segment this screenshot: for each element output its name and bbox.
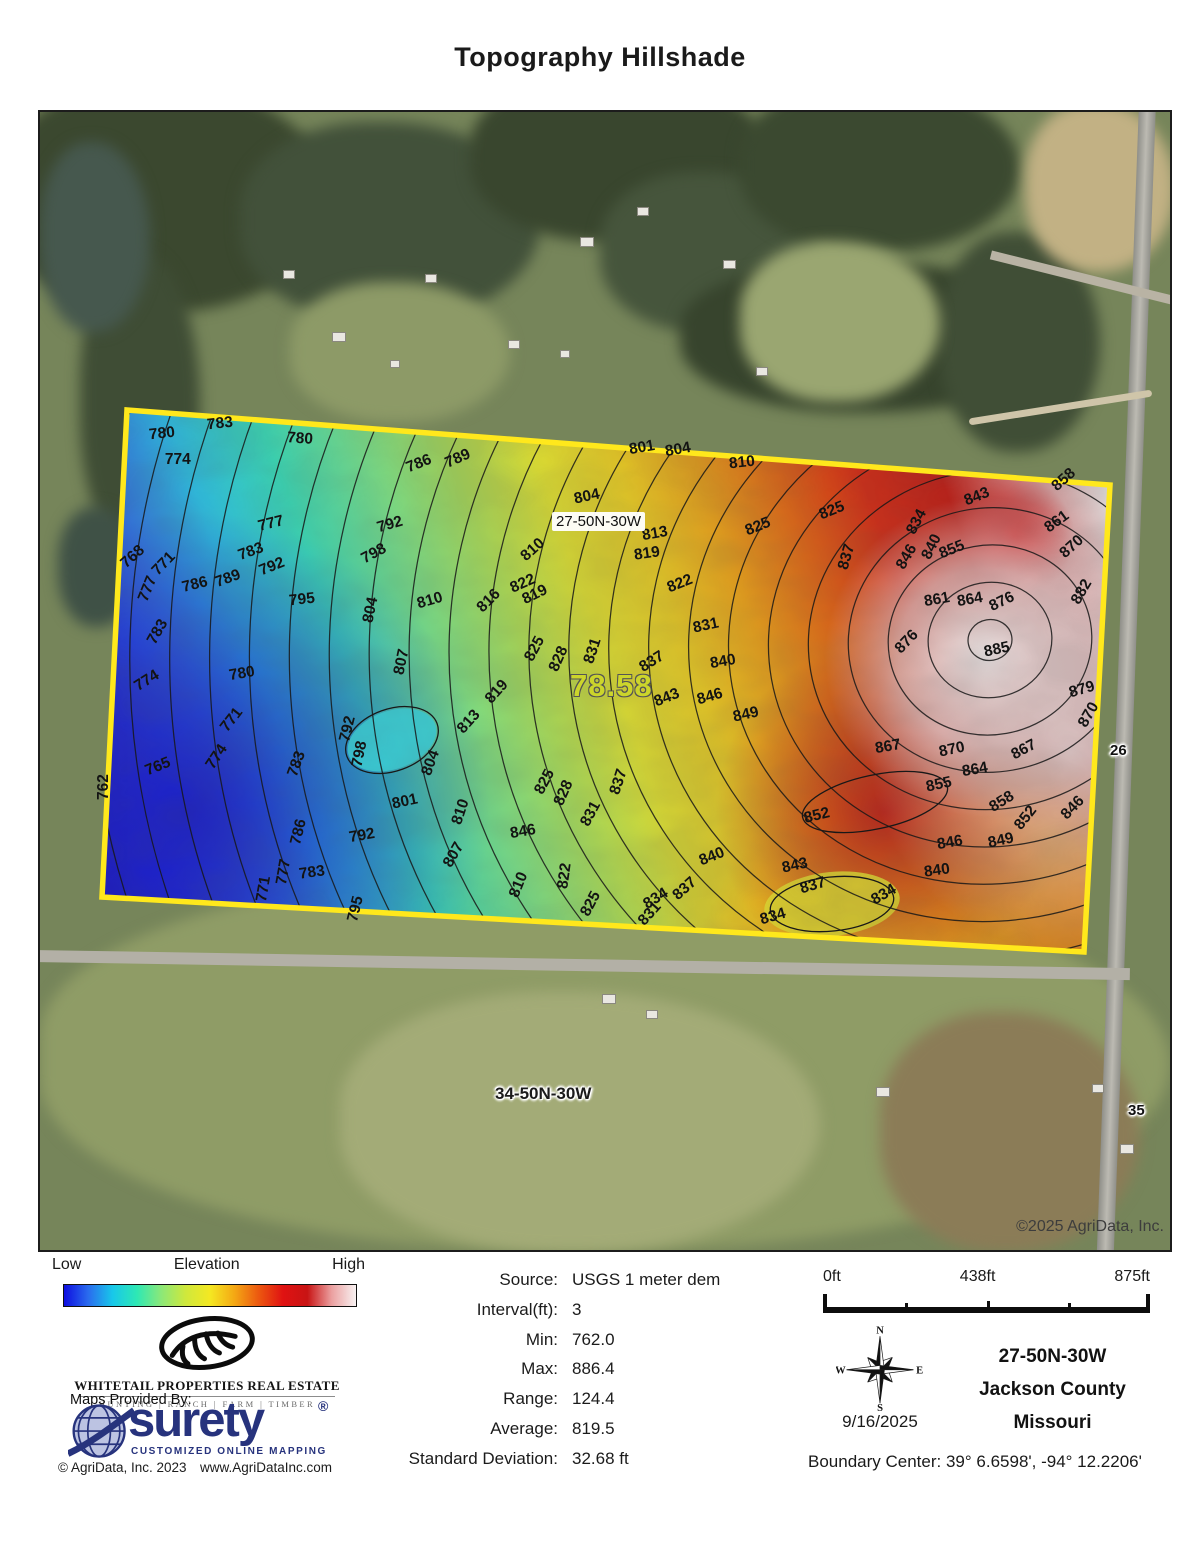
scale-bar-graphic (823, 1293, 1150, 1313)
legend-high-label: High (332, 1256, 365, 1273)
building (723, 260, 736, 269)
terrain-patch (290, 282, 510, 422)
building (756, 367, 768, 376)
compass-w: W (836, 1365, 846, 1376)
stat-row-range: Range: 124.4 (503, 1389, 615, 1409)
legend-low-label: Low (52, 1256, 82, 1273)
compass-n: N (876, 1326, 884, 1337)
scale-mid: 438ft (959, 1268, 996, 1285)
section-label: 34-50N-30W (495, 1084, 592, 1103)
building (602, 994, 616, 1004)
surety-logo: surety ® CUSTOMIZED ONLINE MAPPING (68, 1396, 368, 1462)
legend-labels: Low Elevation High (52, 1256, 365, 1274)
maps-provided-by-label: Maps Provided By: (70, 1392, 192, 1408)
elevation-color-ramp (63, 1284, 357, 1307)
surety-wordmark: surety (128, 1393, 265, 1447)
terrain-patch (880, 1012, 1140, 1250)
stat-row-max: Max: 886.4 (521, 1359, 615, 1379)
surety-tagline: CUSTOMIZED ONLINE MAPPING (131, 1446, 327, 1457)
compass-rose-icon: N E S W (836, 1326, 923, 1412)
surety-globe-icon (68, 1404, 134, 1458)
road-number-26: 26 (1110, 742, 1127, 759)
building (390, 360, 400, 368)
elevation-stats: Source: USGS 1 meter dem Interval(ft): 3 M… (390, 1270, 770, 1479)
stat-row-min: Min: 762.0 (525, 1329, 615, 1349)
building (1120, 1144, 1134, 1154)
elevation-overlay (99, 407, 1113, 955)
terrain-patch (40, 142, 150, 332)
divider (79, 1396, 335, 1397)
building (425, 274, 437, 283)
location-trs: 27-50N-30W (998, 1346, 1107, 1367)
map-copyright-watermark: ©2025 AgriData, Inc. (1016, 1218, 1164, 1235)
building (283, 270, 295, 279)
terrain-patch (740, 112, 1020, 252)
stat-row-stddev: Standard Deviation: 32.68 ft (408, 1448, 629, 1468)
scale-labels: 0ft 438ft 875ft (823, 1268, 1150, 1286)
stat-row-source: Source: USGS 1 meter dem (499, 1270, 721, 1289)
stat-row-average: Average: 819.5 (490, 1418, 615, 1438)
building (646, 1010, 658, 1019)
parcel-center-value: 78.58 (570, 668, 653, 703)
compass-s: S (877, 1403, 883, 1412)
boundary-center: Boundary Center: 39° 6.6598', -94° 12.22… (808, 1452, 1142, 1471)
building (637, 207, 649, 216)
parcel-boundary (99, 407, 1113, 955)
whitetail-logo-block: WHITETAIL PROPERTIES REAL ESTATE HUNTING… (57, 1314, 357, 1409)
scale-max: 875ft (1114, 1268, 1150, 1285)
building (1092, 1084, 1104, 1093)
whitetail-company-name: WHITETAIL PROPERTIES REAL ESTATE (74, 1378, 340, 1393)
scale-0: 0ft (823, 1268, 841, 1285)
whitetail-antler-icon (159, 1316, 255, 1370)
agridata-website: www.AgriDataInc.com (199, 1460, 332, 1475)
road-number-35: 35 (1128, 1102, 1145, 1119)
agridata-footer: © AgriData, Inc. 2023 www.AgriDataInc.co… (58, 1460, 332, 1475)
map-date: 9/16/2025 (842, 1412, 918, 1431)
agridata-copyright: © AgriData, Inc. 2023 (58, 1460, 187, 1475)
location-county: Jackson County (979, 1379, 1126, 1400)
building (580, 237, 594, 247)
compass-e: E (916, 1365, 923, 1376)
whitetail-tagline: HUNTING | RANCH | FARM | TIMBER (98, 1399, 316, 1409)
terrain-patch (740, 242, 940, 402)
building (508, 340, 520, 349)
location-block: 27-50N-30W Jackson County Missouri (955, 1346, 1150, 1445)
contour-lines (102, 410, 1110, 952)
parcel-id-label: 27-50N-30W (552, 512, 646, 531)
terrain-patch (340, 992, 820, 1250)
registered-mark: ® (318, 1398, 329, 1414)
scale-bar: 0ft 438ft 875ft (823, 1268, 1150, 1313)
building (332, 332, 346, 342)
building (876, 1087, 890, 1097)
page-title: Topography Hillshade (454, 42, 746, 72)
legend-title: Elevation (173, 1256, 240, 1273)
aerial-map: 780 783 780 774 786 789 801 804 810 804 798 792 777 7… (38, 110, 1172, 1252)
building (560, 350, 570, 358)
location-state: Missouri (1013, 1412, 1092, 1433)
stat-row-interval: Interval(ft): 3 (476, 1299, 582, 1319)
